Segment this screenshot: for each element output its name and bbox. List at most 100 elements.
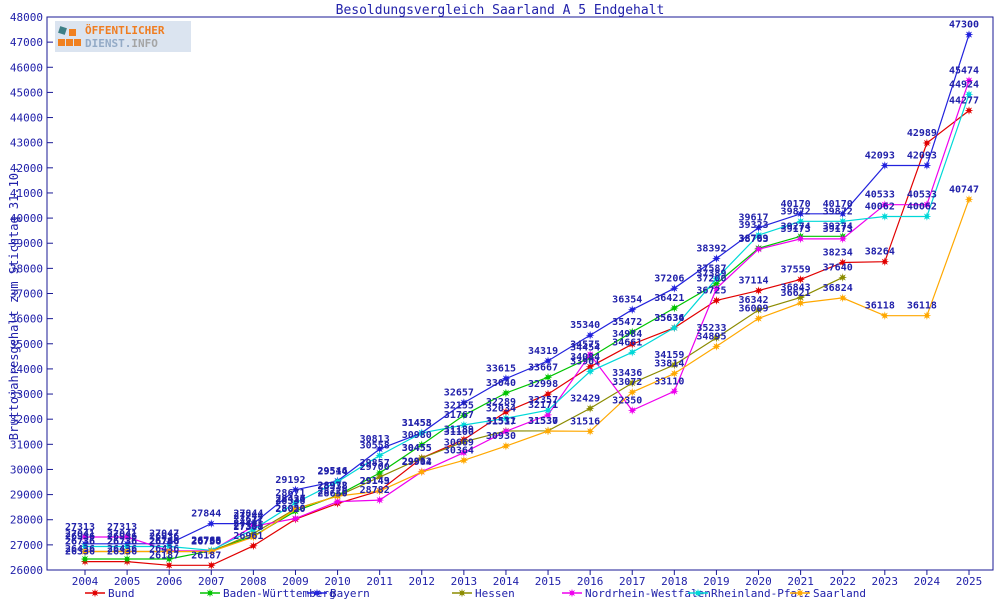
svg-text:38763: 38763 [738, 234, 768, 245]
svg-text:32429: 32429 [570, 393, 600, 404]
svg-text:27313: 27313 [65, 522, 95, 533]
svg-text:31767: 31767 [444, 410, 474, 421]
svg-text:29904: 29904 [402, 457, 432, 468]
data-point [922, 138, 932, 148]
svg-text:35636: 35636 [654, 313, 684, 324]
chart-legend: Bund Baden-Württemberg Bayern Hessen Nordrhe… [0, 586, 1000, 600]
svg-text:47300: 47300 [949, 20, 979, 31]
data-point [417, 428, 427, 438]
data-point [796, 234, 805, 244]
data-point [754, 305, 763, 315]
data-point [670, 369, 679, 378]
svg-text:33072: 33072 [612, 377, 642, 388]
svg-text:29700: 29700 [360, 462, 390, 473]
data-point [922, 161, 932, 170]
data-point [585, 404, 595, 413]
legend-label: Hessen [475, 586, 515, 600]
svg-text:46000: 46000 [10, 61, 43, 74]
data-point [754, 244, 763, 254]
data-point [838, 293, 847, 303]
data-point [80, 547, 90, 556]
svg-text:35634: 35634 [654, 313, 684, 324]
svg-text:37640: 37640 [823, 262, 853, 273]
data-point [375, 486, 384, 496]
svg-text:31537: 31537 [528, 416, 558, 427]
svg-text:40747: 40747 [949, 184, 979, 195]
svg-text:34661: 34661 [612, 337, 642, 348]
data-point [333, 497, 342, 506]
data-point [164, 542, 174, 551]
data-point [712, 274, 721, 283]
svg-text:29000: 29000 [10, 489, 43, 502]
point-labels: 26336 26336 26187 26187 26961 28020 28650 29149… [65, 20, 979, 562]
svg-text:37000: 37000 [10, 288, 43, 301]
data-point [207, 519, 216, 528]
svg-text:32350: 32350 [612, 395, 642, 406]
svg-text:26336: 26336 [107, 547, 137, 558]
svg-text:30364: 30364 [444, 445, 474, 456]
data-point [417, 440, 427, 450]
svg-text:2018: 2018 [661, 575, 688, 588]
svg-text:43000: 43000 [10, 137, 43, 150]
svg-text:34000: 34000 [10, 363, 43, 376]
data-point [164, 554, 174, 564]
data-point [796, 298, 805, 308]
svg-text:31000: 31000 [10, 438, 43, 451]
svg-text:31531: 31531 [486, 416, 516, 427]
data-point [712, 284, 721, 293]
svg-text:33436: 33436 [612, 368, 642, 379]
data-point [670, 360, 679, 370]
svg-text:2022: 2022 [829, 575, 856, 588]
svg-text:30455: 30455 [402, 443, 432, 454]
svg-text:37587: 37587 [696, 264, 726, 275]
data-point [375, 472, 384, 482]
data-point [249, 525, 258, 534]
svg-text:29857: 29857 [360, 458, 390, 469]
svg-text:31517: 31517 [486, 416, 516, 427]
svg-text:30000: 30000 [10, 463, 43, 476]
svg-text:32998: 32998 [528, 379, 558, 390]
svg-text:37559: 37559 [781, 264, 811, 275]
svg-text:2006: 2006 [156, 575, 183, 588]
svg-text:36000: 36000 [10, 313, 43, 326]
svg-text:33040: 33040 [486, 378, 516, 389]
svg-text:2019: 2019 [703, 575, 730, 588]
legend-marker-icon [307, 588, 327, 598]
data-point [712, 342, 721, 351]
svg-text:39274: 39274 [781, 221, 811, 232]
data-point [796, 209, 805, 219]
svg-text:30669: 30669 [444, 438, 474, 449]
data-point [543, 405, 553, 415]
svg-text:26187: 26187 [149, 550, 179, 561]
data-point [122, 554, 132, 564]
svg-text:39000: 39000 [10, 237, 43, 250]
svg-text:26766: 26766 [191, 536, 221, 547]
svg-text:2020: 2020 [745, 575, 772, 588]
data-point [922, 200, 932, 209]
data-point [164, 561, 174, 570]
svg-text:42093: 42093 [865, 150, 895, 161]
chart-title: Besoldungsvergleich Saarland A 5 Endgeha… [335, 3, 665, 18]
svg-text:33667: 33667 [528, 362, 558, 373]
data-point [249, 532, 258, 542]
svg-text:29192: 29192 [275, 475, 305, 486]
data-point [501, 441, 511, 451]
svg-text:2007: 2007 [198, 575, 225, 588]
data-point [796, 293, 805, 302]
svg-text:35233: 35233 [696, 323, 726, 334]
svg-text:31453: 31453 [402, 418, 432, 429]
legend-label: Nordrhein-Westfalen [585, 586, 711, 600]
svg-text:44000: 44000 [10, 112, 43, 125]
data-point [585, 330, 595, 340]
svg-text:34159: 34159 [654, 350, 684, 361]
legend-item-bund: Bund [85, 586, 135, 600]
legend-marker-icon [562, 588, 582, 598]
svg-text:26936: 26936 [107, 531, 137, 542]
logo-line1: ÖFFENTLICHER [85, 23, 165, 37]
legend-item-saarland: Saarland [790, 586, 866, 600]
svg-text:30813: 30813 [360, 434, 390, 445]
legend-marker-icon [688, 588, 708, 598]
svg-text:2009: 2009 [282, 575, 309, 588]
data-point [627, 348, 637, 357]
svg-text:26736: 26736 [65, 536, 95, 547]
